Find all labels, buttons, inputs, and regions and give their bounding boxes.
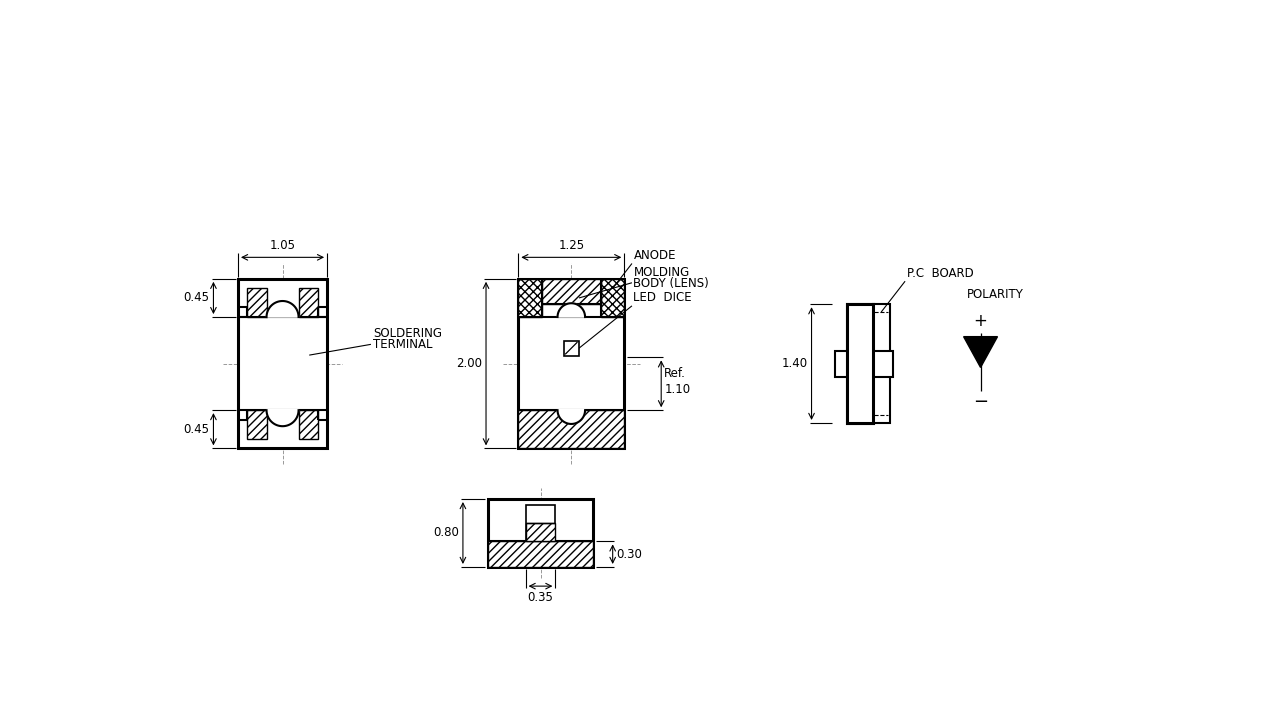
Text: Ref.: Ref. — [664, 367, 686, 380]
Bar — [526, 505, 556, 541]
Text: 1.10: 1.10 — [664, 383, 690, 396]
Text: 0.30: 0.30 — [616, 548, 641, 561]
Bar — [600, 279, 625, 317]
Bar — [247, 289, 266, 317]
Bar — [238, 279, 326, 449]
Bar — [298, 289, 319, 317]
Text: 0.35: 0.35 — [527, 590, 553, 604]
Text: +: + — [974, 312, 987, 330]
Text: 1.05: 1.05 — [270, 239, 296, 252]
Bar — [518, 279, 541, 317]
Text: POLARITY: POLARITY — [966, 288, 1024, 301]
Text: ANODE: ANODE — [634, 249, 676, 262]
Bar — [488, 499, 594, 567]
Bar — [873, 305, 890, 423]
Text: −: − — [973, 393, 988, 411]
Text: 0.45: 0.45 — [183, 292, 210, 305]
Polygon shape — [964, 337, 997, 367]
Text: 1.25: 1.25 — [558, 239, 585, 252]
Bar — [847, 305, 873, 423]
Bar — [847, 305, 873, 423]
Polygon shape — [558, 303, 585, 317]
Polygon shape — [266, 301, 298, 317]
Bar — [247, 410, 266, 438]
Bar — [835, 351, 847, 377]
Text: 0.45: 0.45 — [183, 423, 210, 436]
Bar — [541, 279, 600, 304]
Text: BODY (LENS): BODY (LENS) — [634, 276, 709, 289]
Bar — [873, 351, 893, 377]
Text: 0.80: 0.80 — [433, 526, 460, 539]
Bar — [518, 410, 625, 449]
Text: TERMINAL: TERMINAL — [374, 338, 433, 351]
Text: SOLDERING: SOLDERING — [374, 327, 442, 340]
Text: 2.00: 2.00 — [456, 357, 483, 370]
Text: MOLDING: MOLDING — [634, 266, 690, 279]
Bar — [563, 341, 579, 356]
Text: P.C  BOARD: P.C BOARD — [906, 266, 973, 279]
Bar — [298, 410, 319, 438]
Bar — [526, 523, 556, 541]
Text: 1.40: 1.40 — [782, 357, 808, 370]
Polygon shape — [266, 410, 298, 426]
Bar — [488, 541, 594, 567]
Polygon shape — [558, 410, 585, 424]
Text: LED  DICE: LED DICE — [634, 292, 692, 305]
Bar — [518, 279, 625, 449]
